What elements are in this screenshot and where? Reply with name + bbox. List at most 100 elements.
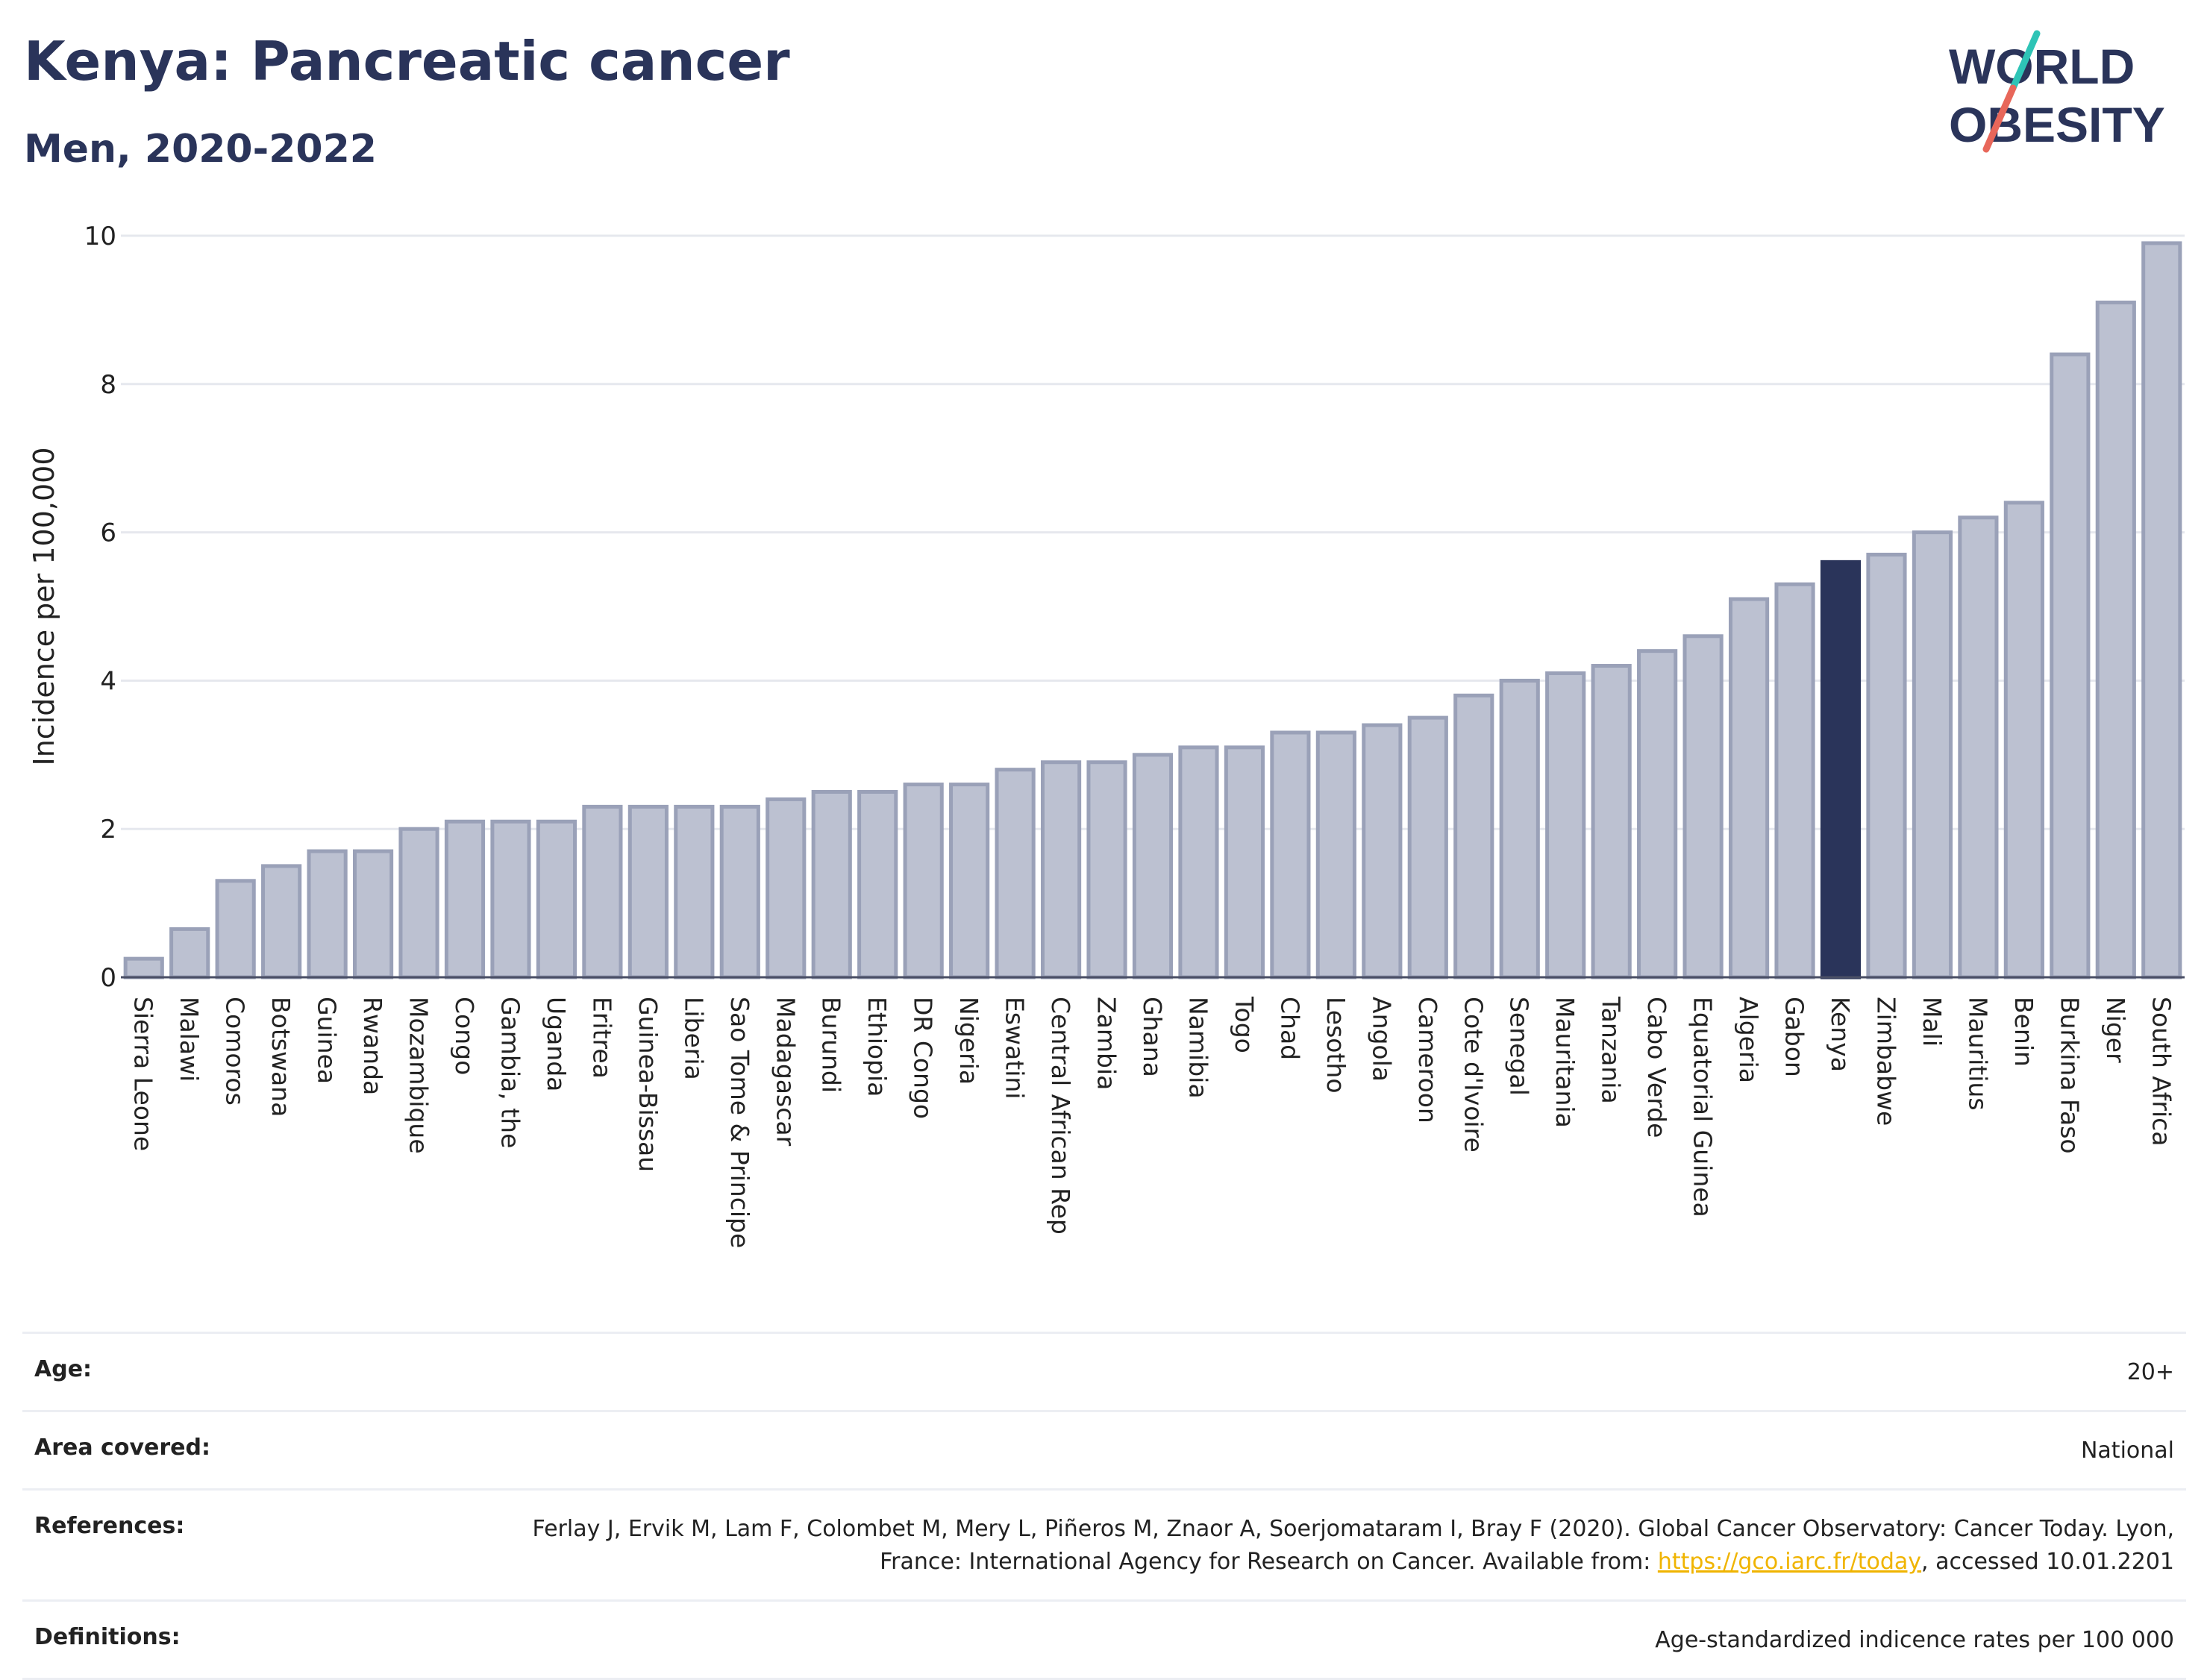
x-tick-label: Mali (1918, 997, 1947, 1047)
bar (857, 790, 898, 980)
page-title: Kenya: Pancreatic cancer (24, 30, 790, 93)
bar (1224, 745, 1265, 980)
x-tick-label: Kenya (1826, 997, 1855, 1072)
bar (123, 956, 164, 980)
y-tick-label: 2 (100, 815, 116, 844)
x-tick-label: Ethiopia (863, 997, 892, 1097)
area-label: Area covered: (34, 1435, 210, 1461)
bar (1178, 745, 1219, 980)
bar (1132, 753, 1174, 980)
x-tick-label: Cabo Verde (1642, 997, 1671, 1138)
y-tick-label: 10 (84, 222, 116, 251)
x-tick-label: Zambia (1092, 997, 1121, 1090)
x-tick-label: Madagascar (771, 997, 800, 1147)
bar (352, 849, 394, 980)
x-tick-label: Lesotho (1321, 997, 1350, 1094)
x-tick-label: South Africa (2147, 997, 2176, 1147)
bar (1407, 715, 1448, 980)
bar (949, 783, 990, 980)
bar (215, 879, 256, 980)
bar (582, 804, 623, 980)
y-axis-title: Incidence per 100,000 (28, 447, 60, 765)
bar (1637, 649, 1678, 980)
x-tick-label: Chad (1275, 997, 1304, 1060)
x-tick-label: Sao Tome & Principe (725, 997, 754, 1248)
x-tick-label: Central African Rep (1046, 997, 1075, 1235)
logo-text-world: WORLD (1949, 39, 2135, 94)
bar (1682, 634, 1724, 980)
x-tick-label: Malawi (175, 997, 204, 1082)
x-tick-label: Namibia (1183, 997, 1212, 1099)
bar (1270, 730, 1311, 980)
bar (1362, 723, 1403, 980)
bar (2003, 501, 2044, 980)
x-tick-labels: Sierra Leone Malawi Comoros Botswana Guinea R… (129, 996, 2176, 1248)
bar (674, 804, 715, 980)
x-tick-label: Equatorial Guinea (1688, 997, 1718, 1217)
x-tick-label: Comoros (221, 997, 250, 1106)
bars (123, 241, 2182, 980)
references-value: Ferlay J, Ervik M, Lam F, Colombet M, Me… (458, 1513, 2174, 1579)
bar (1728, 597, 1770, 980)
y-tick-label: 8 (100, 370, 116, 400)
bar (627, 804, 669, 980)
x-tick-label: Benin (2009, 997, 2038, 1067)
x-tick-label: Mauritius (1963, 997, 1992, 1111)
x-tick-label: Cameroon (1413, 997, 1442, 1123)
bar (261, 864, 302, 980)
definitions-value: Age-standardized indicence rates per 100… (1655, 1627, 2174, 1653)
meta-row-area: Area covered: National (22, 1410, 2186, 1488)
bar (903, 783, 944, 980)
x-tick-label: Congo (450, 997, 479, 1075)
x-tick-label: Burundi (817, 997, 846, 1093)
x-tick-label: Mozambique (404, 997, 433, 1154)
x-tick-label: DR Congo (909, 997, 938, 1119)
y-tick-label: 0 (100, 963, 116, 993)
bar (1040, 760, 1082, 980)
x-tick-label: Rwanda (358, 997, 387, 1095)
bar-highlighted (1820, 560, 1862, 980)
y-tick-labels: 0 2 4 6 8 10 (84, 222, 116, 993)
bar (995, 768, 1036, 980)
references-label: References: (34, 1513, 185, 1539)
x-tick-label: Liberia (679, 997, 708, 1080)
y-tick-label: 4 (100, 666, 116, 696)
bar (2141, 241, 2182, 980)
x-tick-label: Eritrea (587, 997, 616, 1079)
bar (1912, 530, 1953, 980)
x-tick-label: Angola (1367, 997, 1396, 1082)
x-tick-label: Guinea (313, 997, 342, 1084)
bar (536, 819, 577, 980)
area-value: National (2080, 1438, 2174, 1464)
x-tick-label: Mauritania (1550, 997, 1580, 1128)
bar (1545, 671, 1586, 980)
x-tick-label: Botswana (266, 997, 295, 1117)
age-label: Age: (34, 1356, 93, 1382)
logo-slash-bottom (1982, 84, 2017, 153)
world-obesity-logo: WORLD OBESITY (1949, 30, 2165, 153)
x-tick-label: Eswatini (1001, 997, 1030, 1099)
x-tick-label: Togo (1230, 996, 1259, 1053)
bar (1086, 760, 1127, 980)
references-link[interactable]: https://gco.iarc.fr/today (1657, 1549, 1922, 1575)
references-accessed: , accessed 10.01.2201 (1921, 1549, 2174, 1575)
x-tick-label: Uganda (542, 997, 571, 1091)
x-tick-label: Cote d'Ivoire (1459, 997, 1488, 1153)
bar (811, 790, 852, 980)
bar (490, 819, 531, 980)
x-tick-label: Gabon (1780, 997, 1809, 1077)
bar-chart: 0 2 4 6 8 10 Sierra Leone Malawi Comoros Botswan… (28, 222, 2185, 1248)
meta-row-age: Age: 20+ (22, 1332, 2186, 1410)
bar (2095, 300, 2136, 980)
x-tick-label: Gambia, the (495, 997, 525, 1148)
bar (169, 927, 210, 980)
bar (1315, 730, 1356, 980)
x-tick-label: Senegal (1505, 997, 1534, 1096)
age-value: 20+ (2126, 1359, 2174, 1385)
bar (1499, 678, 1540, 980)
bar (1774, 582, 1815, 980)
page-subtitle: Men, 2020-2022 (24, 127, 377, 172)
meta-row-definitions: Definitions: Age-standardized indicence … (22, 1599, 2186, 1680)
metadata-table: Age: 20+ Area covered: National Referenc… (22, 1332, 2186, 1680)
bar (2050, 352, 2091, 980)
